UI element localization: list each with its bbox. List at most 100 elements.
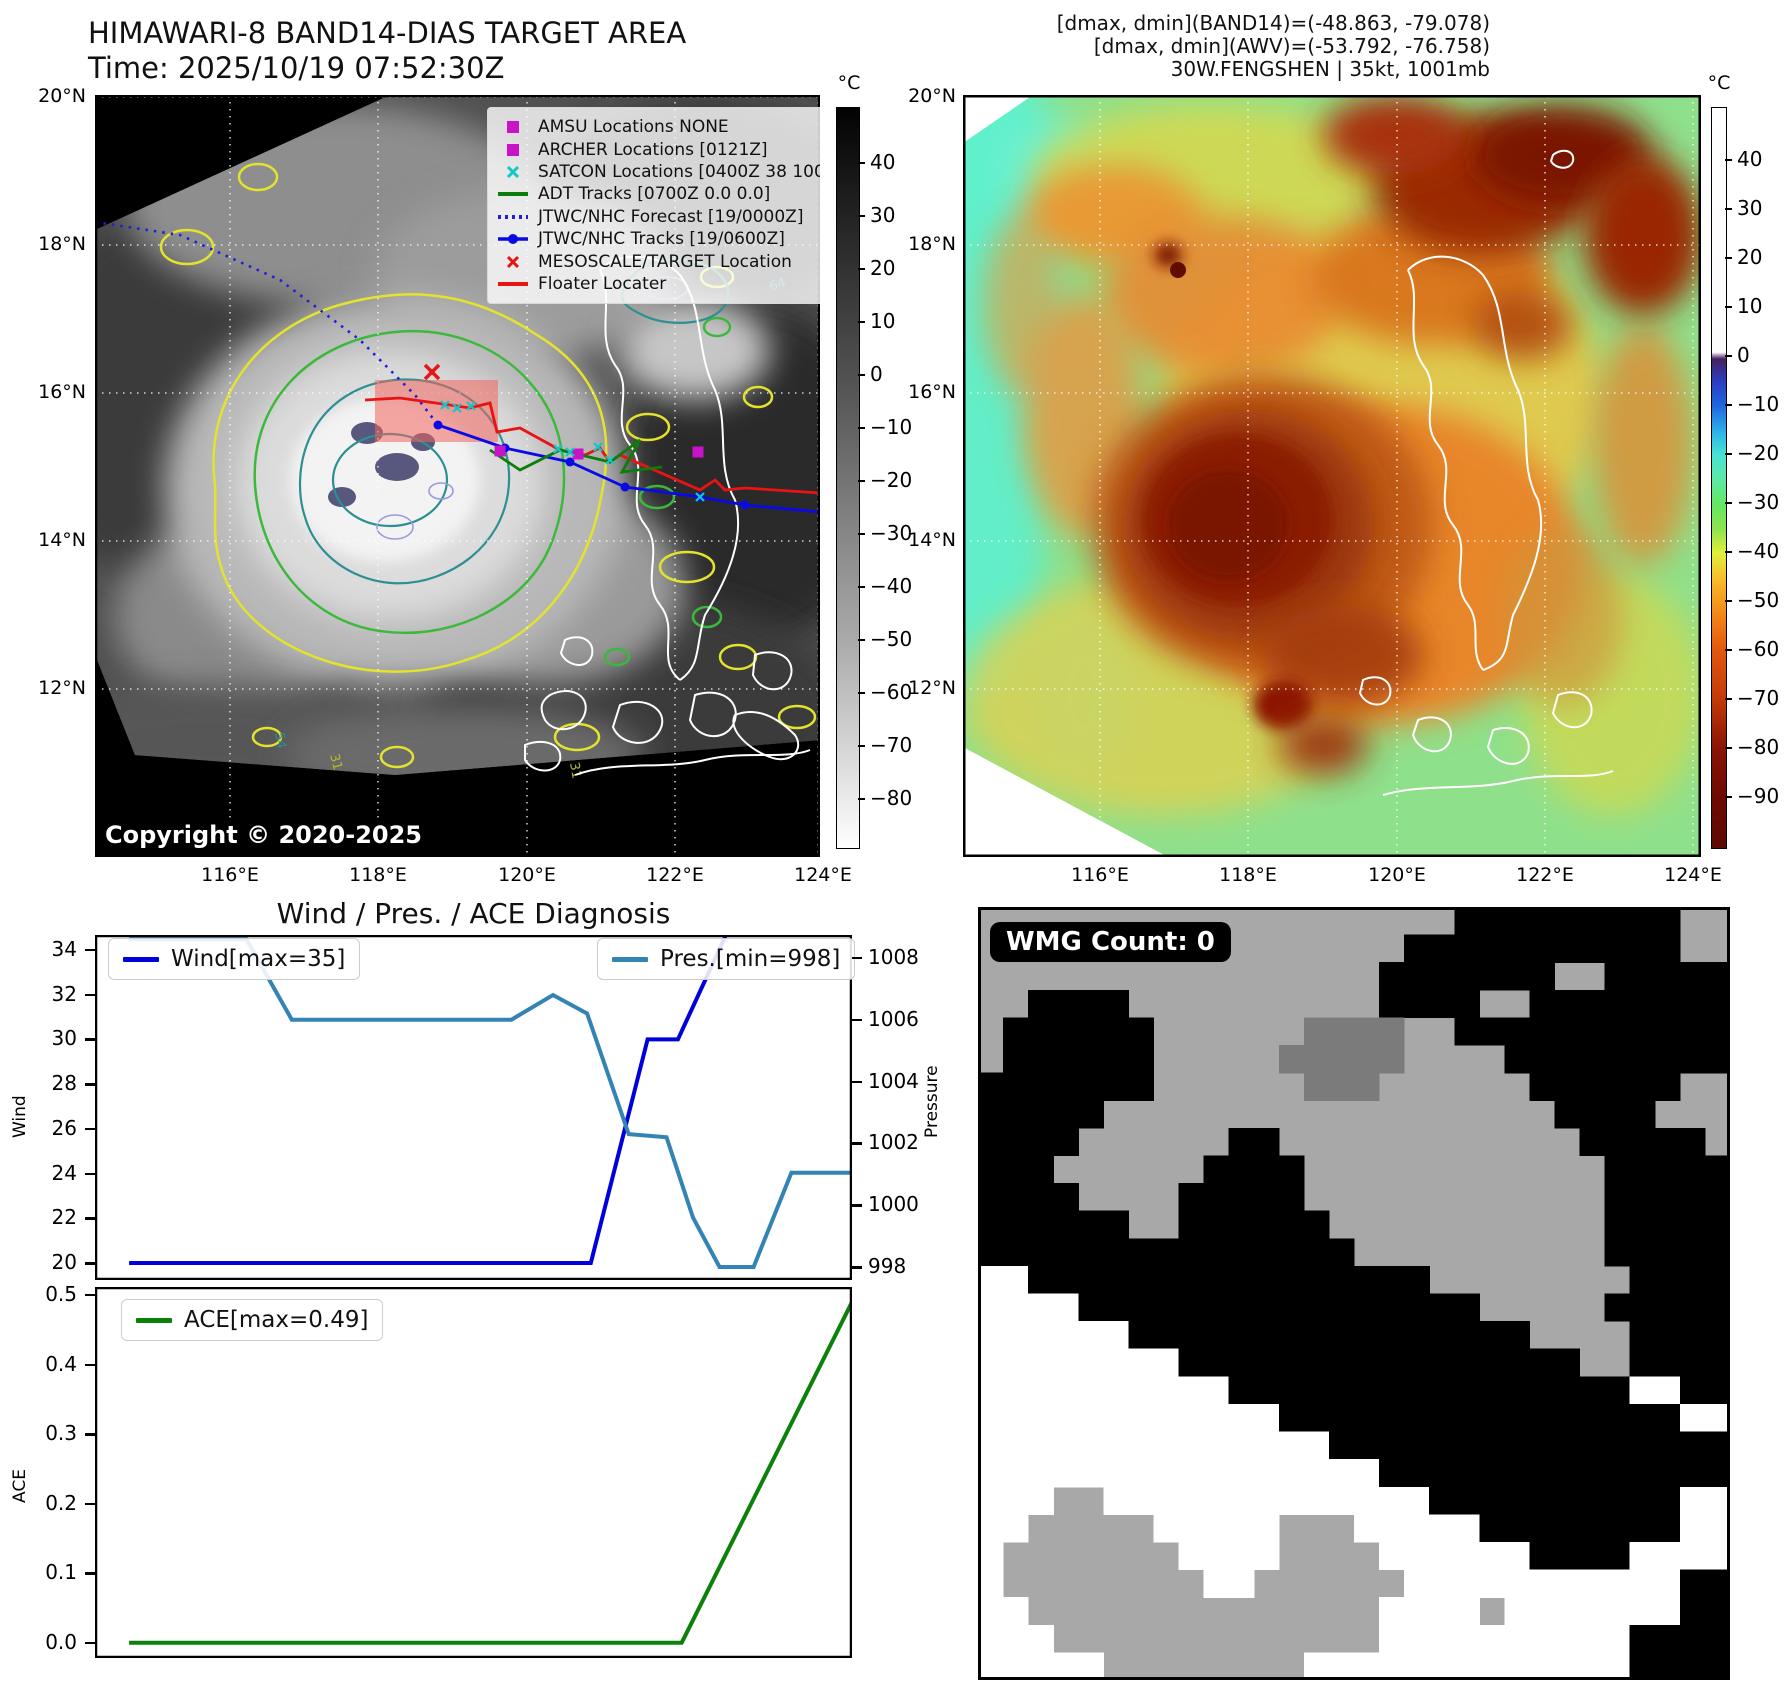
- legend-item-label: AMSU Locations NONE: [538, 117, 729, 138]
- lon-tick-right: 120°E: [1368, 864, 1426, 886]
- cb-tick-label: −80: [1737, 735, 1780, 759]
- legend-item-label: JTWC/NHC Forecast [19/0000Z]: [538, 206, 804, 227]
- dmax-awv: [dmax, dmin](AWV)=(-53.792, -76.758): [1093, 34, 1490, 58]
- cb-tick: [858, 215, 865, 217]
- x-marker-icon: [506, 165, 520, 179]
- lon-tick-left: 124°E: [794, 864, 852, 886]
- no-data-wedge: [963, 747, 1168, 857]
- legend-item-label: Floater Locater: [538, 273, 667, 294]
- cb-tick: [1725, 600, 1732, 602]
- mesoscale-x-marker: [423, 363, 441, 381]
- cb-tick: [858, 321, 865, 323]
- axis-tick: [85, 1217, 95, 1220]
- legend-item: SATCON Locations [0400Z 38 1000]: [496, 161, 820, 183]
- svg-text:31: 31: [566, 761, 584, 780]
- charts-title: Wind / Pres. / ACE Diagnosis: [276, 897, 671, 930]
- axis-tick-label: 32: [51, 981, 77, 1006]
- storm-id: 30W.FENGSHEN | 35kt, 1001mb: [1170, 57, 1490, 81]
- cb-tick: [1725, 649, 1732, 651]
- axis-tick: [85, 1127, 95, 1131]
- lon-tick-left: 116°E: [201, 864, 259, 886]
- legend-marker: [496, 142, 530, 158]
- contour-green: [253, 316, 732, 667]
- pressure-legend-label: Pres.[min=998]: [660, 946, 841, 972]
- cb-tick-label: −30: [870, 521, 913, 545]
- lat-tick-right: 18°N: [908, 233, 956, 255]
- cb-tick-label: −40: [870, 574, 913, 598]
- legend-marker: [496, 276, 530, 292]
- axis-tick-label: 1006: [868, 1006, 919, 1031]
- cb-tick-label: −70: [1737, 686, 1780, 710]
- cb-tick: [858, 480, 865, 482]
- cb-tick: [858, 268, 865, 270]
- cb-tick-label: −30: [1737, 490, 1780, 514]
- cb-tick-label: 0: [870, 362, 883, 386]
- legend-item: Floater Locater: [496, 273, 820, 295]
- wind-pressure-plot: [94, 925, 853, 1281]
- lat-tick-left: 18°N: [38, 233, 86, 255]
- chart-frame: [94, 1286, 853, 1659]
- series-ACE[max=0.49]: [129, 1301, 854, 1645]
- cb-tick: [858, 162, 865, 164]
- lon-tick-left: 122°E: [646, 864, 704, 886]
- cb-tick-label: −10: [870, 415, 913, 439]
- legend-item: JTWC/NHC Tracks [19/0600Z]: [496, 228, 820, 250]
- ace-legend-swatch: [136, 1317, 172, 1323]
- band14-colorbar: [836, 107, 860, 849]
- cb-tick-label: −20: [1737, 441, 1780, 465]
- legend-marker: [496, 164, 530, 180]
- wmg-panel: WMG Count: 0: [978, 907, 1731, 1681]
- ir-colorbar: [1711, 107, 1727, 849]
- axis-tick-label: 24: [51, 1160, 77, 1185]
- cb-tick-label: 20: [1737, 245, 1763, 269]
- axis-tick: [85, 948, 95, 952]
- cb-tick: [858, 798, 865, 800]
- enhanced-ir-art: [963, 95, 1701, 857]
- axis-tick: [85, 1038, 95, 1041]
- axis-tick: [85, 993, 95, 997]
- legend-marker: [496, 209, 530, 225]
- ace-legend-label: ACE[max=0.49]: [184, 1307, 369, 1333]
- axis-tick-label: 28: [51, 1071, 77, 1096]
- chart-frame: [94, 934, 853, 1281]
- lon-tick-right: 124°E: [1664, 864, 1722, 886]
- axis-tick: [85, 1083, 95, 1086]
- cb-tick-label: −70: [870, 733, 913, 757]
- lat-tick-right: 16°N: [908, 381, 956, 403]
- cb-tick: [1725, 698, 1732, 700]
- cb-tick: [1725, 159, 1732, 161]
- axis-tick: [85, 1293, 95, 1297]
- cb-tick-label: 30: [1737, 196, 1763, 220]
- axis-tick: [85, 1363, 95, 1367]
- axis-tick: [85, 1262, 95, 1265]
- lon-tick-right: 116°E: [1071, 864, 1129, 886]
- y-axis-label: ACE: [10, 1468, 30, 1503]
- axis-tick-label: 20: [51, 1250, 77, 1274]
- cb-tick-label: 10: [870, 309, 896, 333]
- cb-tick-label: 10: [1737, 294, 1763, 318]
- ace-chart: [94, 1286, 854, 1659]
- map-frame: [963, 95, 1701, 857]
- cb-tick: [858, 533, 865, 535]
- lon-tick-right: 122°E: [1516, 864, 1574, 886]
- cb-tick-label: 20: [870, 256, 896, 280]
- cb-tick: [1725, 551, 1732, 553]
- series-Wind[max=35]: [129, 925, 852, 1265]
- axis-tick-label: 1004: [868, 1068, 919, 1093]
- cb-tick-label: −50: [1737, 588, 1780, 612]
- pressure-legend-swatch: [612, 956, 648, 962]
- axis-tick-label: 1000: [868, 1192, 919, 1217]
- cb-tick-label: −60: [870, 680, 913, 704]
- series-Pres.[min=998]: [129, 937, 852, 1269]
- legend-item-label: JTWC/NHC Tracks [19/0600Z]: [538, 229, 785, 250]
- lat-tick-left: 12°N: [38, 677, 86, 699]
- legend-item: MESOSCALE/TARGET Location: [496, 250, 820, 272]
- axis-tick: [85, 1433, 95, 1436]
- lat-tick-left: 16°N: [38, 381, 86, 403]
- cb-tick-label: 30: [870, 203, 896, 227]
- axis-tick-label: 0.4: [45, 1351, 77, 1376]
- cb-tick-label: 40: [1737, 147, 1763, 171]
- axis-tick-label: 0.3: [45, 1421, 77, 1446]
- satcon-markers: [440, 400, 705, 502]
- square-marker-icon: [507, 121, 519, 134]
